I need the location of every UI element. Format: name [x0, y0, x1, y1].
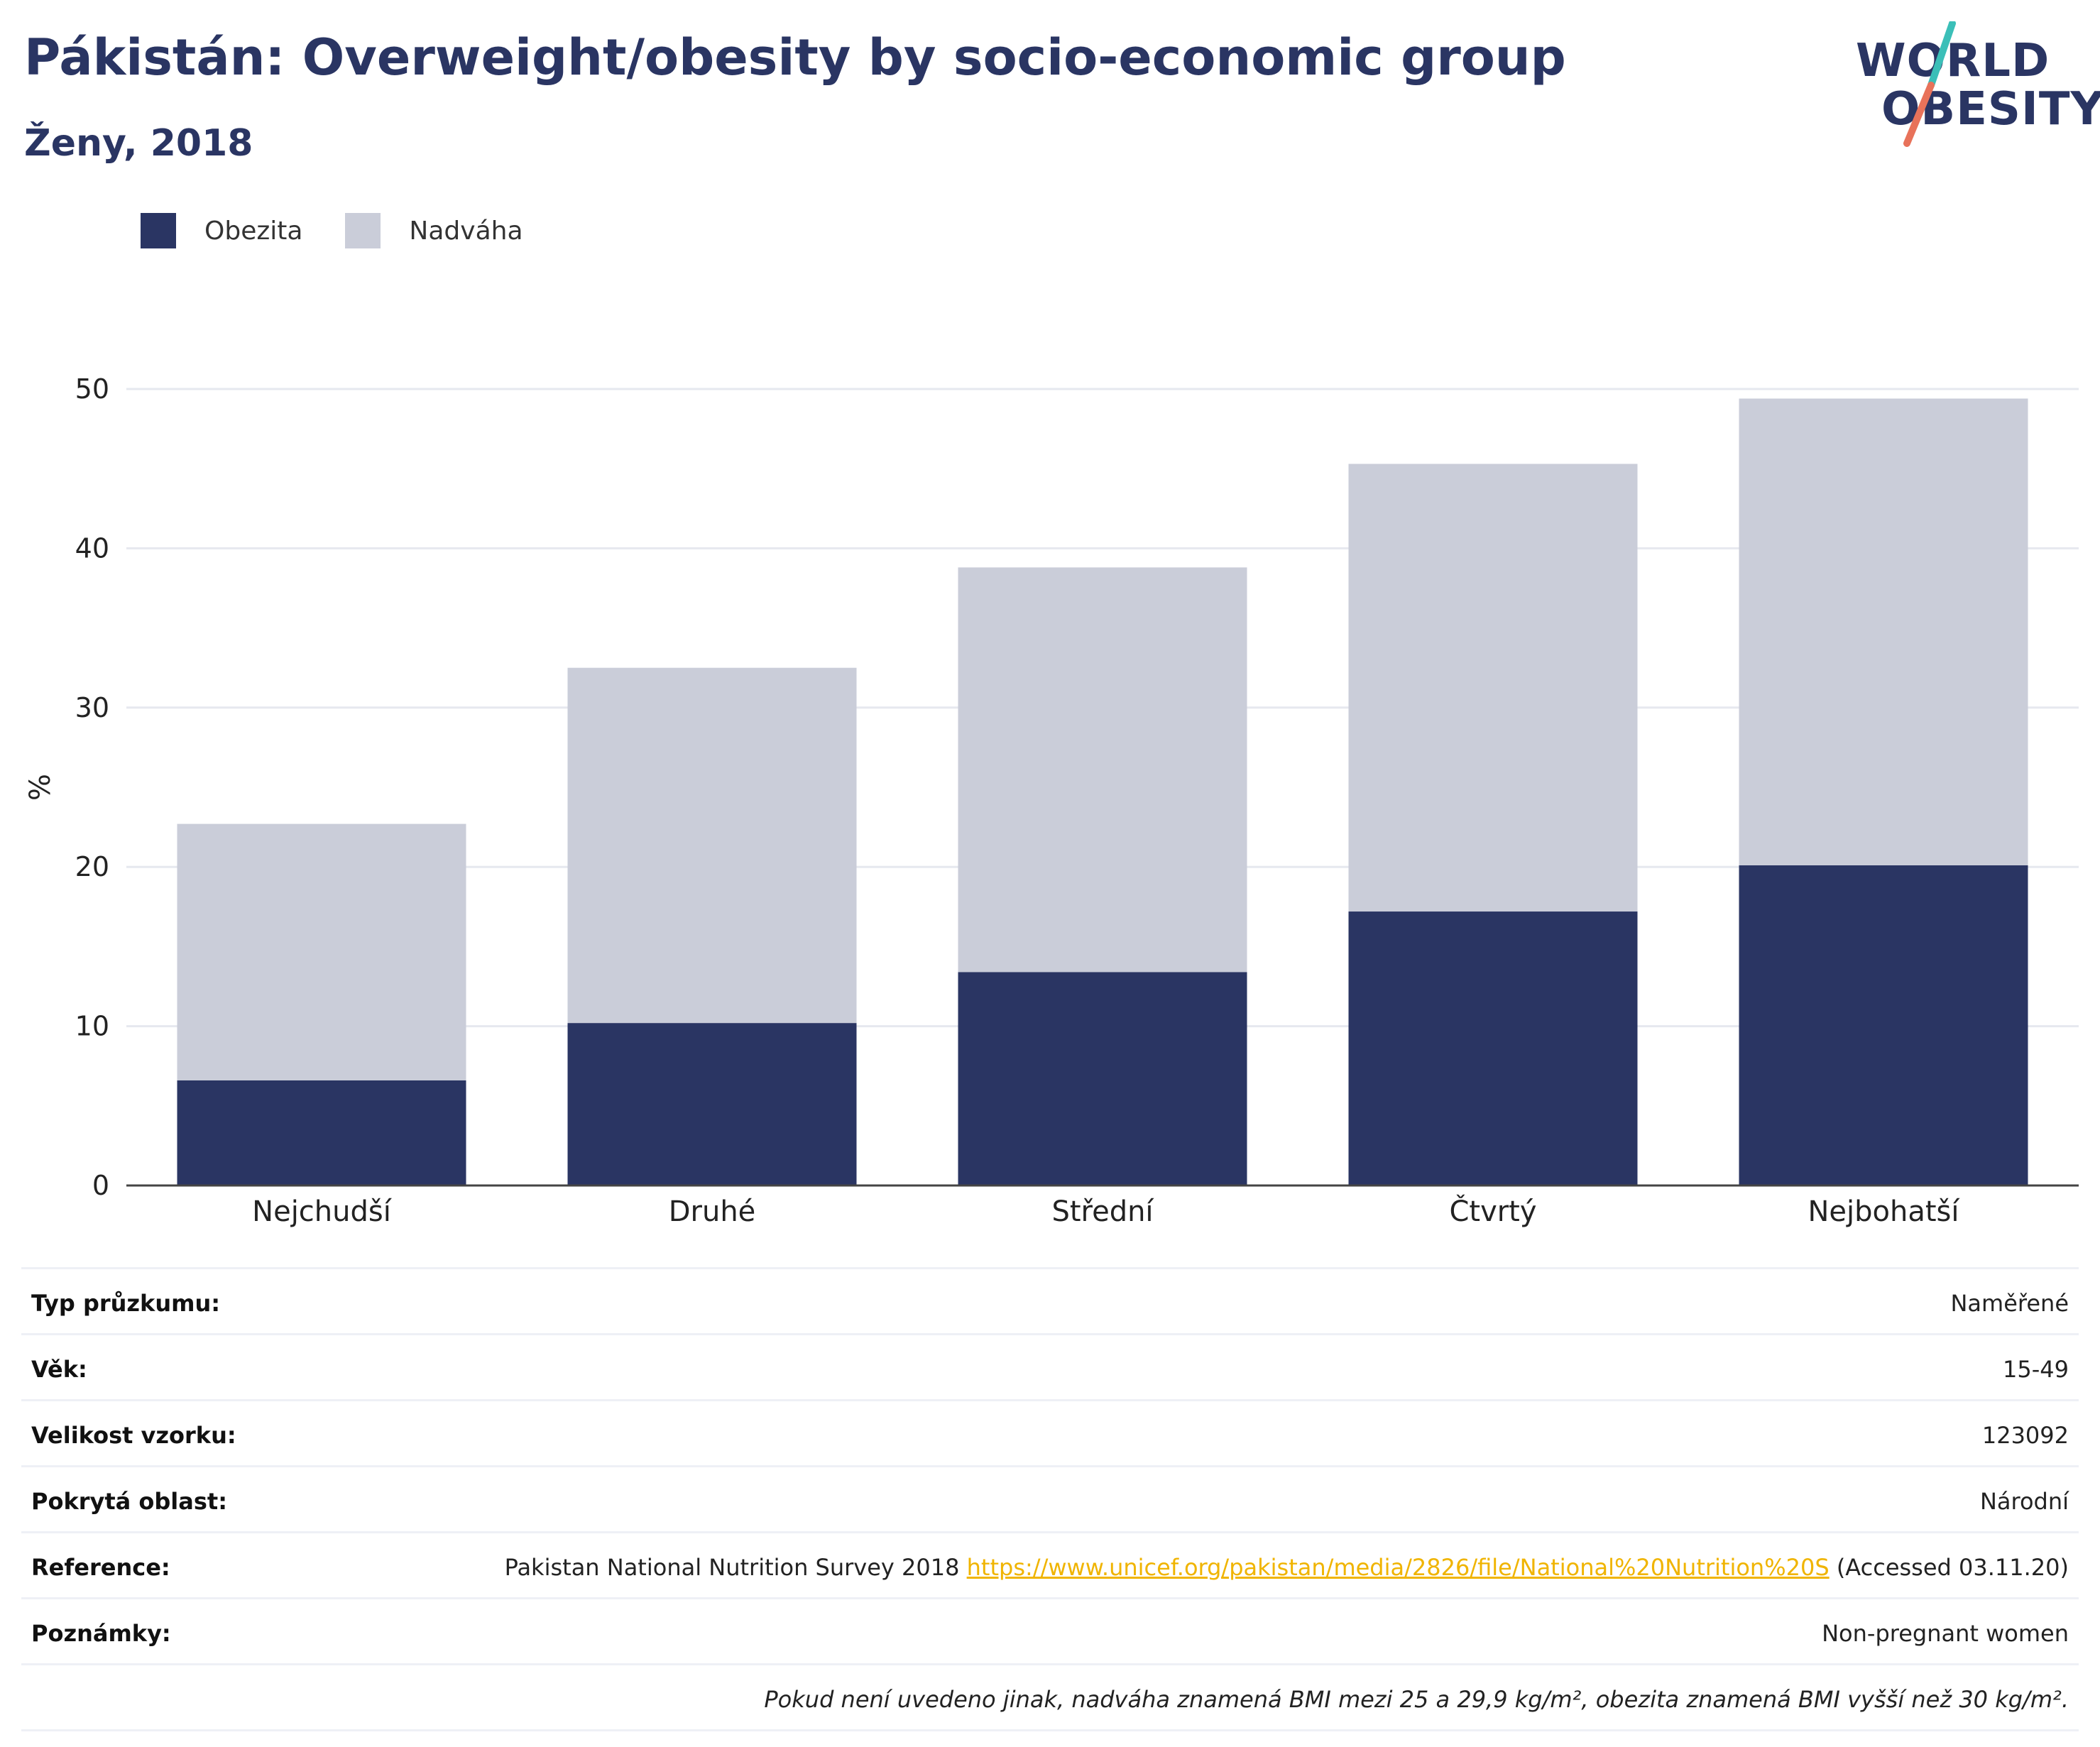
reference-text: Pakistan National Nutrition Survey 2018 [504, 1554, 967, 1581]
bar-overweight[interactable] [1348, 464, 1638, 912]
y-tick-label: 50 [75, 373, 109, 405]
y-tick-label: 40 [75, 532, 109, 564]
meta-value: Non-pregnant women [1822, 1620, 2069, 1647]
meta-row-notes: Poznámky: Non-pregnant women [21, 1597, 2079, 1663]
meta-row-age: Věk: 15-49 [21, 1333, 2079, 1399]
meta-row-survey-type: Typ průzkumu: Naměřené [21, 1267, 2079, 1333]
x-tick-label: Čtvrtý [1449, 1194, 1536, 1228]
meta-label: Typ průzkumu: [31, 1290, 221, 1317]
legend-label-overweight: Nadváha [409, 216, 523, 246]
bar-obesity[interactable] [1348, 911, 1638, 1185]
bar-obesity[interactable] [567, 1023, 857, 1185]
meta-row-footnote: Pokud není uvedeno jinak, nadváha znamen… [21, 1663, 2079, 1731]
y-axis-label: % [24, 774, 57, 801]
meta-label: Věk: [31, 1356, 87, 1383]
legend-label-obesity: Obezita [204, 216, 303, 246]
chart-bars [177, 398, 2028, 1185]
bar-obesity[interactable] [177, 1080, 466, 1185]
bar-obesity[interactable] [1739, 865, 2028, 1185]
y-tick-label: 10 [75, 1011, 109, 1042]
meta-label: Poznámky: [31, 1620, 171, 1647]
bar-obesity[interactable] [958, 972, 1247, 1185]
logo-slash-icon [1903, 21, 1956, 147]
y-tick-label: 20 [75, 851, 109, 882]
y-axis-ticks: 0 10 20 30 40 50 [75, 373, 109, 1201]
meta-value: Národní [1979, 1488, 2069, 1515]
chart-legend: Obezita Nadváha [141, 209, 566, 252]
x-axis-ticks: Nejchudší Druhé Střední Čtvrtý Nejbohatší [252, 1194, 1960, 1228]
x-tick-label: Střední [1051, 1195, 1154, 1228]
logo-word-world: WORLD [1856, 35, 2050, 87]
bar-overweight[interactable] [177, 823, 466, 1080]
meta-value: Naměřené [1950, 1290, 2069, 1317]
reference-link[interactable]: https://www.unicef.org/pakistan/media/28… [966, 1554, 1830, 1581]
x-tick-label: Nejchudší [252, 1195, 393, 1228]
bar-overweight[interactable] [567, 667, 857, 1024]
x-tick-label: Druhé [669, 1195, 756, 1228]
reference-accessed: (Accessed 03.11.20) [1829, 1554, 2069, 1581]
chart-title: Pákistán: Overweight/obesity by socio-ec… [24, 28, 1566, 87]
legend-swatch-obesity [141, 213, 176, 248]
bar-overweight[interactable] [958, 567, 1247, 973]
meta-label: Pokrytá oblast: [31, 1488, 227, 1515]
world-obesity-logo: WORLD OBESITY [1846, 21, 2100, 156]
bar-overweight[interactable] [1739, 398, 2028, 865]
meta-row-reference: Reference: Pakistan National Nutrition S… [21, 1531, 2079, 1597]
meta-row-sample-size: Velikost vzorku: 123092 [21, 1399, 2079, 1465]
survey-metadata-table: Typ průzkumu: Naměřené Věk: 15-49 Veliko… [21, 1267, 2079, 1731]
legend-item-overweight[interactable]: Nadváha [345, 213, 523, 248]
meta-value: 15-49 [2003, 1356, 2069, 1383]
chart-subtitle: Ženy, 2018 [24, 122, 253, 165]
meta-value: 123092 [1981, 1422, 2069, 1449]
legend-swatch-overweight [345, 213, 381, 248]
meta-row-area-covered: Pokrytá oblast: Národní [21, 1465, 2079, 1531]
meta-label: Reference: [31, 1554, 170, 1581]
legend-item-obesity[interactable]: Obezita [141, 213, 302, 248]
y-tick-label: 30 [75, 692, 109, 723]
bmi-footnote: Pokud není uvedeno jinak, nadváha znamen… [764, 1686, 2069, 1713]
y-tick-label: 0 [92, 1170, 109, 1201]
meta-label: Velikost vzorku: [31, 1422, 236, 1449]
x-tick-label: Nejbohatší [1808, 1195, 1960, 1228]
reference-value: Pakistan National Nutrition Survey 2018 … [505, 1552, 2069, 1583]
